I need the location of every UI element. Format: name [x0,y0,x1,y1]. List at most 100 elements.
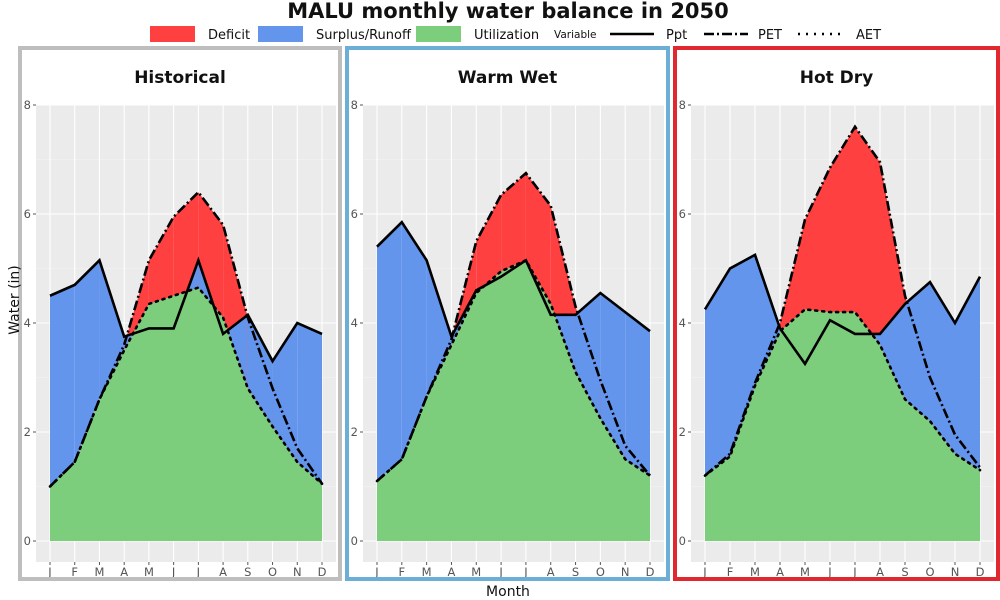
panel-title: Warm Wet [458,68,557,88]
deficit-area-segment [173,192,199,296]
surplus-area-segment [930,282,955,454]
x-tick-label: J [196,565,200,579]
x-tick-label: M [94,565,104,579]
x-tick-label: M [800,565,810,579]
x-tick-label: M [471,565,481,579]
area-layer [705,126,980,541]
y-tick-label: 4 [351,316,358,330]
x-tick-label: N [951,565,960,579]
legend-surplus-label: Surplus/Runoff [316,28,412,43]
y-tick-label: 6 [24,207,31,221]
x-tick-label: S [572,565,579,579]
y-tick-label: 2 [679,425,686,439]
x-tick-label: J [827,565,831,579]
panel-historical: Historical 0 2 4 6 8 J F M A M J J A S O N D [18,46,342,581]
panel-border [673,46,1000,581]
area-layer [50,192,322,541]
line-layer [375,171,652,483]
utilization-area [50,287,322,541]
panel-border [345,46,670,581]
x-tick-label: O [268,565,277,579]
surplus-area-segment [426,260,452,397]
line-layer [703,124,982,477]
y-tick-label: 0 [351,534,358,548]
surplus-area-segment [50,284,75,487]
pet-line [704,124,982,477]
y-tick-label: 4 [679,316,686,330]
x-tick-label: D [646,565,655,579]
chart-title: MALU monthly water balance in 2050 [287,0,729,23]
surplus-area-segment [227,314,248,389]
y-axis-title: Water (in) [7,265,23,335]
x-tick-label: S [244,565,251,579]
surplus-area-segment [905,282,930,422]
x-tick-label: O [925,565,934,579]
y-tick-label: 0 [24,534,31,548]
surplus-area-segment [955,276,980,471]
area-layer [377,173,650,541]
y-tick-label: 8 [679,98,686,112]
facet-panels: Historical 0 2 4 6 8 J F M A M J J A S O N D Warm Wet 0 2 4 6 8… [18,46,1000,581]
ppt-line [49,256,323,364]
line-layer [48,190,324,488]
panel-title: Historical [134,68,226,88]
x-tick-label: J [498,565,502,579]
surplus-area-segment [247,314,273,427]
panel-strip [349,50,666,106]
utilization-area [705,309,980,541]
x-tick-label: F [71,565,78,579]
x-tick-label: J [374,565,378,579]
x-tick-label: M [144,565,154,579]
ppt-line [703,252,982,367]
x-tick-label: A [876,565,884,579]
x-tick-label: D [318,565,327,579]
panel-warm-wet: Warm Wet 0 2 4 6 8 J F M A M J J A S O N D [345,46,670,581]
panel-strip [22,50,338,106]
x-tick-label: D [976,565,985,579]
x-tick-label: J [702,565,706,579]
panel-border [18,46,342,581]
y-tick-label: 4 [24,316,31,330]
legend-utilization-label: Utilization [474,28,539,43]
surplus-area-segment [401,222,427,460]
legend-surplus-swatch [258,26,303,42]
ppt-line [376,220,651,340]
y-axis: 0 2 4 6 8 [24,98,36,548]
deficit-area-segment [830,126,855,313]
y-tick-label: 0 [679,534,686,548]
y-tick-label: 6 [679,207,686,221]
surplus-area-segment [74,260,100,462]
x-tick-label: N [293,565,302,579]
surplus-area-segment [600,293,626,460]
deficit-area-segment [148,216,174,304]
x-tick-label: S [901,565,908,579]
x-tick-label: A [120,565,128,579]
y-tick-label: 2 [24,425,31,439]
surplus-area-segment [730,254,755,457]
x-tick-label: J [523,565,527,579]
x-tick-label: M [422,565,432,579]
utilization-area [377,260,650,541]
deficit-area-segment [855,126,880,345]
surplus-area-segment [705,268,730,476]
legend-aet-label: AET [856,28,881,43]
legend-ppt-label: Ppt [666,28,687,43]
x-tick-label: J [171,565,175,579]
surplus-area-segment [755,254,780,386]
x-tick-label: O [596,565,605,579]
y-axis: 0 2 4 6 8 [351,98,363,548]
deficit-area-segment [476,194,502,294]
deficit-area-segment [805,167,830,313]
x-tick-label: M [750,565,760,579]
legend-deficit-label: Deficit [208,28,250,43]
panel-title: Hot Dry [800,68,874,88]
pet-line [376,171,652,483]
y-tick-label: 8 [24,98,31,112]
panel-strip [677,50,996,106]
surplus-area-segment [297,323,322,484]
x-tick-label: F [399,565,406,579]
legend-variable-title: Variable [554,29,597,41]
